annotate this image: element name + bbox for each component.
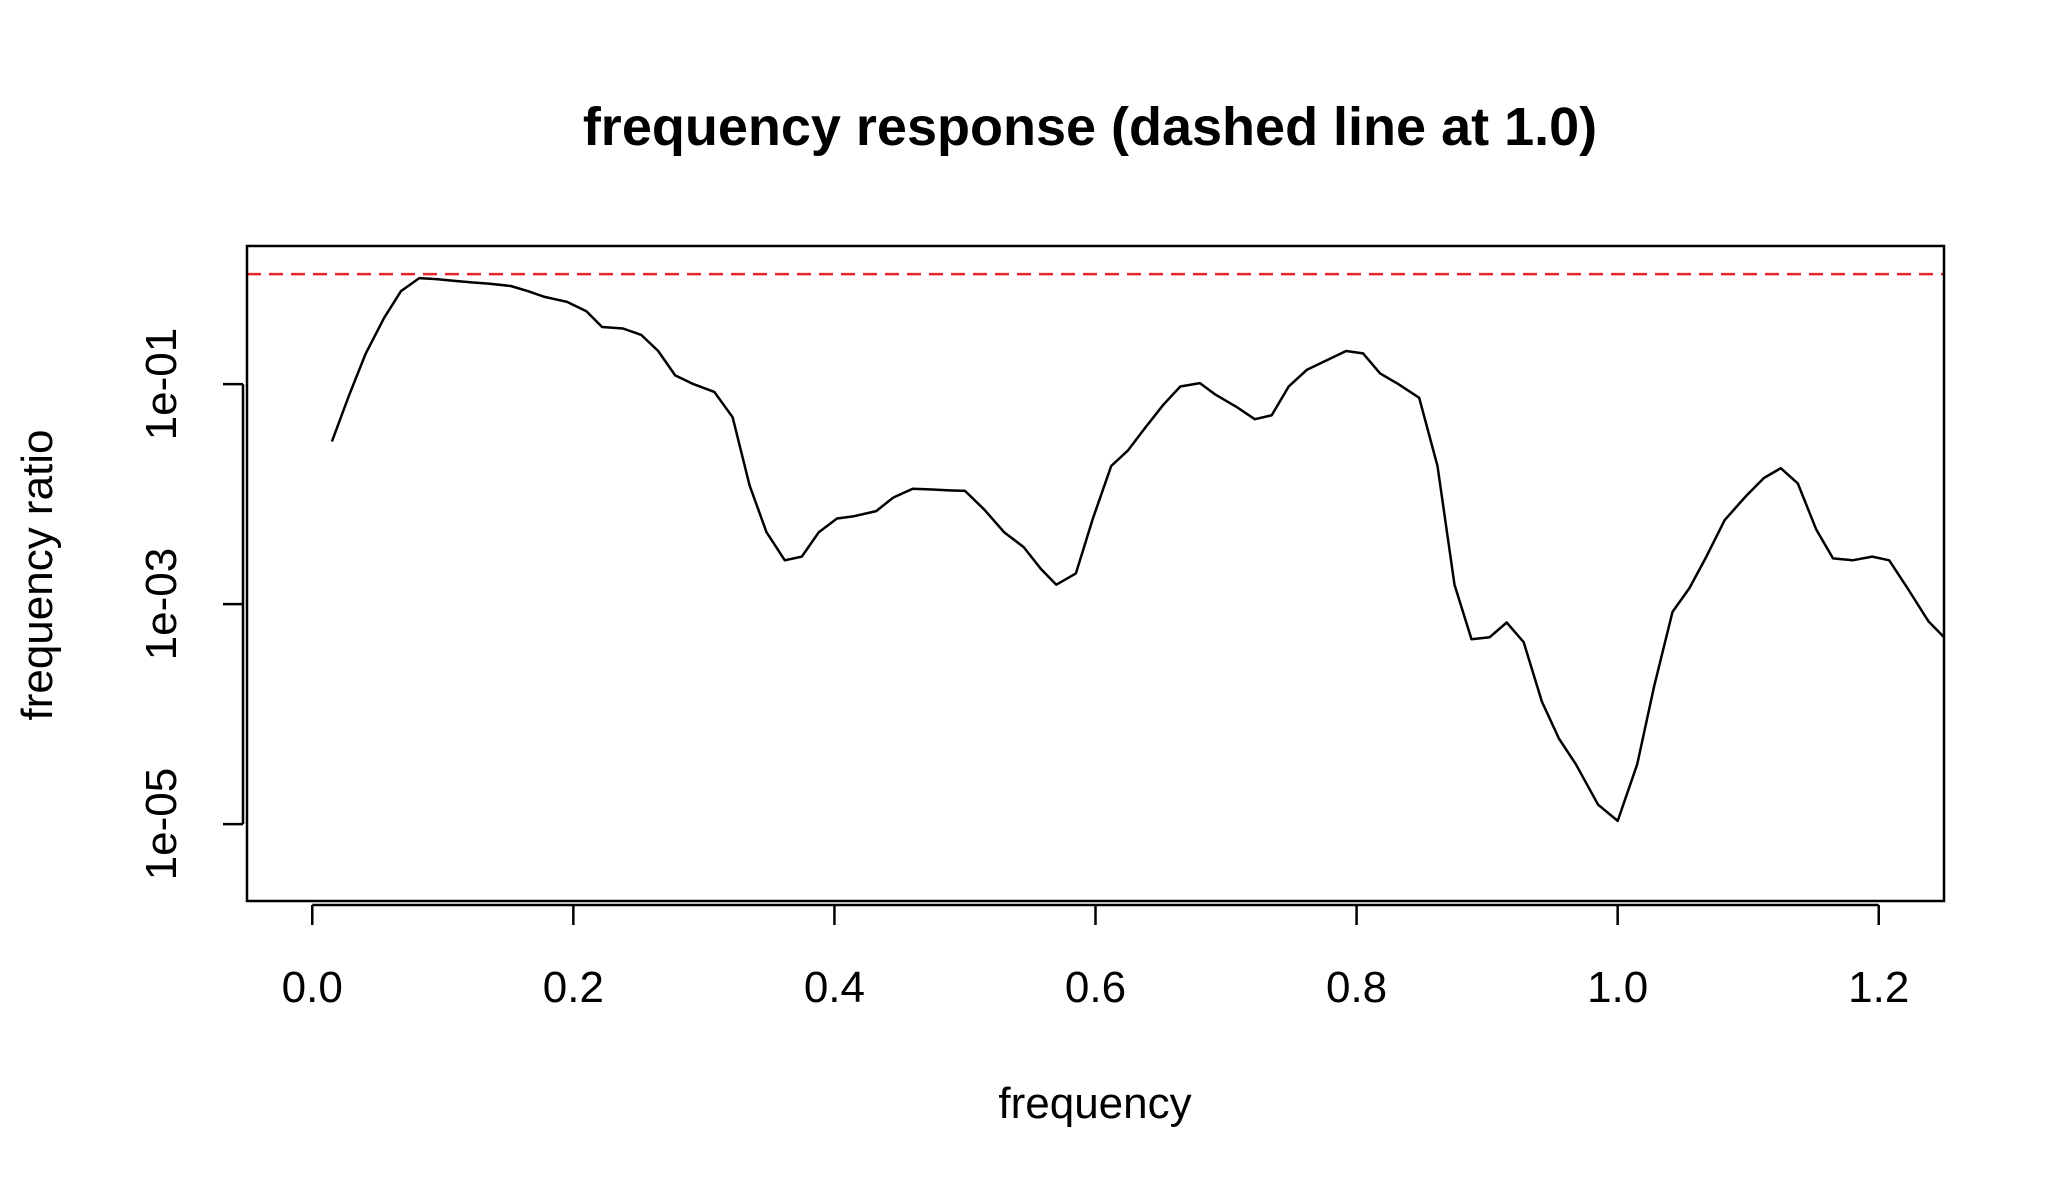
x-tick-label: 0.2	[543, 963, 604, 1012]
plot-frame	[245, 244, 1946, 903]
x-tick-label: 0.4	[804, 963, 865, 1012]
x-tick-label: 0.8	[1326, 963, 1387, 1012]
x-axis-label: frequency	[998, 1079, 1191, 1128]
y-tick-label: 1e-05	[137, 768, 186, 881]
y-tick-label: 1e-01	[137, 328, 186, 441]
y-axis: 1e-05 1e-03 1e-01	[137, 328, 245, 881]
y-axis-label: frequency ratio	[13, 429, 62, 720]
chart-title: frequency response (dashed line at 1.0)	[583, 97, 1597, 157]
x-tick-label: 1.2	[1848, 963, 1909, 1012]
x-tick-label: 0.0	[282, 963, 343, 1012]
series-line	[330, 276, 1945, 823]
x-axis: 0.0 0.2 0.4 0.6 0.8 1.0 1.2	[282, 903, 1909, 1012]
x-tick-label: 1.0	[1587, 963, 1648, 1012]
x-tick-label: 0.6	[1065, 963, 1126, 1012]
y-tick-label: 1e-03	[137, 548, 186, 661]
